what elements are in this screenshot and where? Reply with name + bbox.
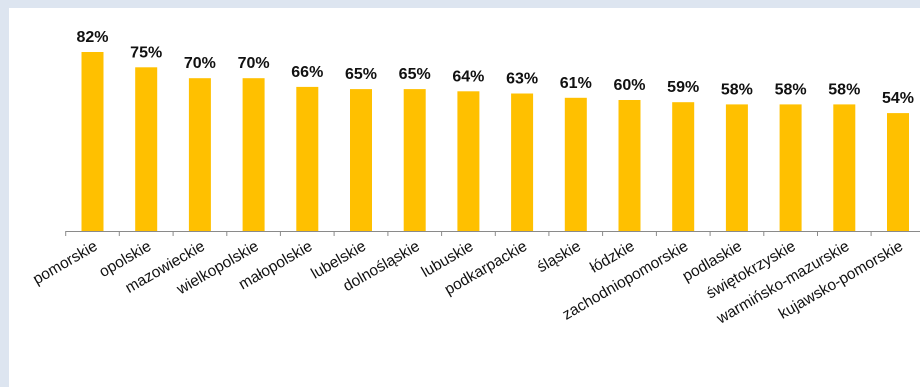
bar-2 (188, 78, 211, 231)
category-label-9: śląskie (534, 238, 584, 276)
value-label-5: 65% (345, 66, 377, 83)
value-label-3: 70% (238, 55, 270, 72)
bar-1 (135, 67, 158, 231)
category-labels-group: pomorskieopolskiemazowieckiewielkopolski… (30, 238, 906, 328)
bar-3 (242, 78, 265, 231)
value-label-1: 75% (130, 44, 162, 61)
value-label-12: 58% (721, 81, 753, 98)
bar-12 (725, 104, 748, 231)
bar-4 (296, 86, 319, 232)
value-labels-group: 82% 75% 70% 70% 66% 65% 65% 64% 63% 61% 60% 59% 58% 5… (76, 29, 914, 107)
value-label-11: 59% (667, 79, 699, 96)
value-label-6: 65% (399, 66, 431, 83)
value-label-4: 66% (291, 64, 323, 81)
category-label-0: pomorskie (30, 238, 100, 288)
bar-9 (564, 97, 587, 231)
bar-0 (81, 52, 104, 231)
bar-5 (350, 89, 372, 231)
bar-10 (618, 100, 641, 231)
value-label-14: 58% (828, 81, 860, 98)
bar-15 (887, 113, 909, 231)
bar-13 (779, 104, 802, 231)
bar-8 (511, 93, 534, 231)
value-label-10: 60% (613, 77, 645, 94)
value-label-0: 82% (76, 29, 108, 46)
bar-11 (672, 102, 695, 231)
value-label-9: 61% (560, 75, 592, 92)
bar-7 (457, 91, 480, 231)
value-label-7: 64% (452, 68, 484, 85)
value-label-2: 70% (184, 55, 216, 72)
value-label-15: 54% (882, 90, 914, 107)
bar-6 (403, 89, 426, 231)
x-axis (65, 231, 920, 236)
bars-group (81, 52, 909, 232)
bar-14 (833, 104, 856, 231)
value-label-13: 58% (775, 81, 807, 98)
value-label-8: 63% (506, 71, 538, 88)
